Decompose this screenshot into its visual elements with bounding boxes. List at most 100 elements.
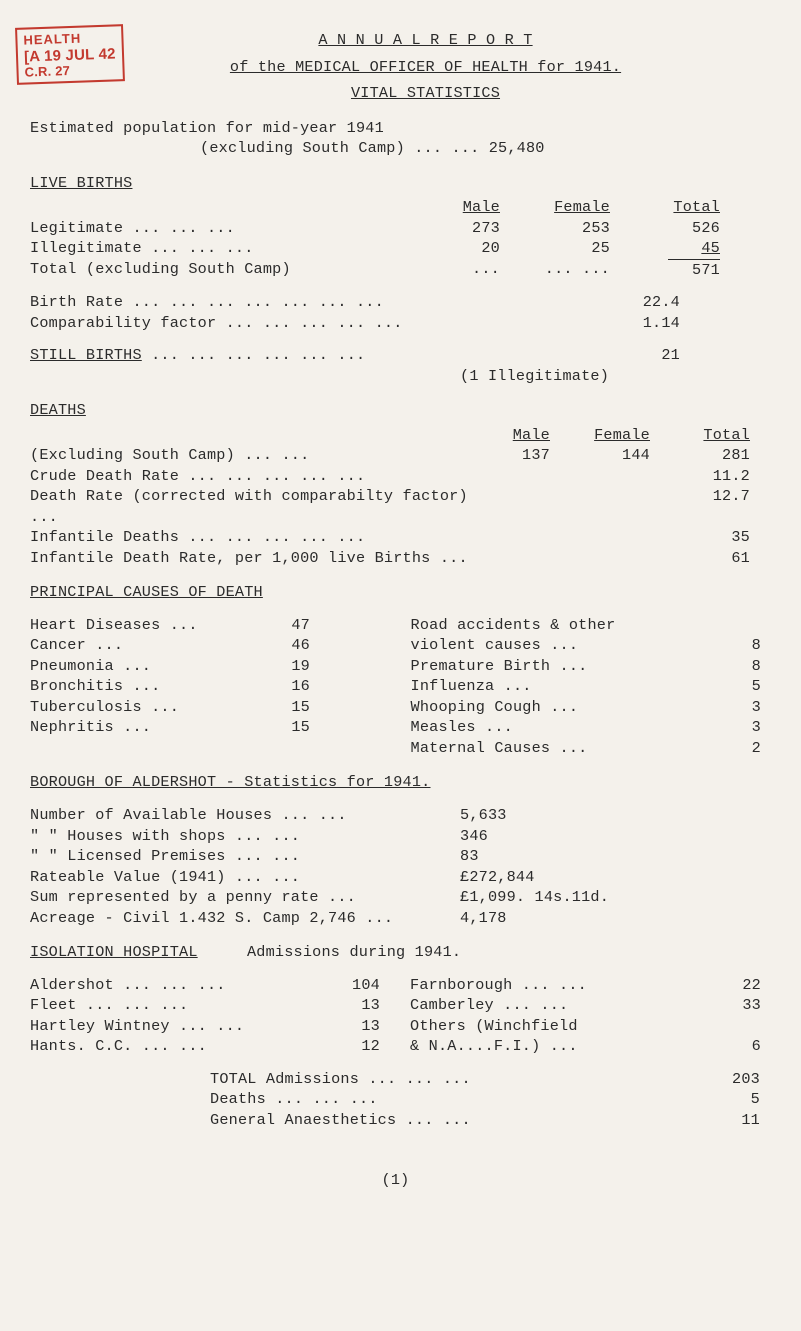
col-total: Total xyxy=(630,197,720,218)
row-value: 6 xyxy=(721,1036,761,1057)
row-value: 12 xyxy=(320,1036,410,1057)
isolation-subheading: Admissions during 1941. xyxy=(247,943,461,961)
table-row: Death Rate (corrected with comparabilty … xyxy=(30,486,761,527)
item-value: 3 xyxy=(721,697,761,718)
row-label: Hants. C.C. ... ... xyxy=(30,1036,320,1057)
row-label: STILL BIRTHS ... ... ... ... ... ... xyxy=(30,345,590,366)
principal-causes-heading: PRINCIPAL CAUSES OF DEATH xyxy=(30,583,263,601)
section-heading: VITAL STATISTICS xyxy=(351,83,500,104)
list-item: Pneumonia ...19 xyxy=(30,656,381,677)
row-value: 11 xyxy=(640,1110,760,1131)
right-col-heading: Road accidents & other xyxy=(411,615,762,636)
row-male: 20 xyxy=(410,238,520,259)
col-female: Female xyxy=(520,197,630,218)
row-value: 22.4 xyxy=(590,292,680,313)
row-value: 13 xyxy=(320,995,410,1016)
table-row: Hartley Wintney ... ... 13 Others (Winch… xyxy=(30,1016,761,1037)
table-row: Hants. C.C. ... ... 12 & N.A....F.I.) ..… xyxy=(30,1036,761,1057)
row-label: Farnborough ... ... xyxy=(410,975,721,996)
table-row: " " Licensed Premises ... ...83 xyxy=(30,846,761,867)
row-value: 21 xyxy=(590,345,680,366)
subtitle: of the MEDICAL OFFICER OF HEALTH for 194… xyxy=(230,57,621,78)
row-female: 144 xyxy=(570,445,670,466)
row-total: 61 xyxy=(670,548,750,569)
row-male: 273 xyxy=(410,218,520,239)
list-item: Tuberculosis ...15 xyxy=(30,697,381,718)
stamp-line2: [A 19 JUL 42 xyxy=(24,45,116,65)
row-label: Birth Rate ... ... ... ... ... ... ... xyxy=(30,292,590,313)
row-male xyxy=(470,548,570,569)
list-item: Premature Birth ...8 xyxy=(411,656,762,677)
item-value: 5 xyxy=(721,676,761,697)
row-value: 4,178 xyxy=(460,908,640,929)
col-total: Total xyxy=(670,425,750,446)
row-male xyxy=(470,486,570,527)
birth-rate-row: Birth Rate ... ... ... ... ... ... ... 2… xyxy=(30,292,761,313)
item-value: 19 xyxy=(260,656,310,677)
table-row: Number of Available Houses ... ...5,633 xyxy=(30,805,761,826)
table-row: Fleet ... ... ... 13 Camberley ... ...33 xyxy=(30,995,761,1016)
row-value: £272,844 xyxy=(460,867,640,888)
row-label: Legitimate ... ... ... xyxy=(30,218,410,239)
item-label: Measles ... xyxy=(411,717,722,738)
table-row: Infantile Deaths ... ... ... ... ... 35 xyxy=(30,527,761,548)
item-label: Premature Birth ... xyxy=(411,656,722,677)
list-item: Cancer ...46 xyxy=(30,635,381,656)
row-female: ... ... xyxy=(520,259,630,281)
row-label: Acreage - Civil 1.432 S. Camp 2,746 ... xyxy=(30,908,460,929)
col-male: Male xyxy=(410,197,520,218)
row-label: (Excluding South Camp) ... ... xyxy=(30,445,470,466)
row-value: 83 xyxy=(460,846,640,867)
table-row: Acreage - Civil 1.432 S. Camp 2,746 ...4… xyxy=(30,908,761,929)
table-row: " " Houses with shops ... ...346 xyxy=(30,826,761,847)
item-value: 16 xyxy=(260,676,310,697)
row-male xyxy=(470,466,570,487)
list-item: Whooping Cough ...3 xyxy=(411,697,762,718)
row-label: Number of Available Houses ... ... xyxy=(30,805,460,826)
item-label: Heart Diseases ... xyxy=(30,615,260,636)
borough-heading: BOROUGH OF ALDERSHOT - Statistics for 19… xyxy=(30,773,431,791)
live-births-heading: LIVE BIRTHS xyxy=(30,174,132,192)
row-total: 571 xyxy=(630,259,720,281)
comparability-row: Comparability factor ... ... ... ... ...… xyxy=(30,313,761,334)
isolation-heading: ISOLATION HOSPITAL xyxy=(30,943,198,961)
totals-row: TOTAL Admissions ... ... ...203 xyxy=(30,1069,761,1090)
item-value: 15 xyxy=(260,717,310,738)
row-value: 203 xyxy=(640,1069,760,1090)
row-value: 5,633 xyxy=(460,805,640,826)
list-item: Influenza ...5 xyxy=(411,676,762,697)
causes-left-col: Heart Diseases ...47 Cancer ...46 Pneumo… xyxy=(30,615,381,759)
row-total: 12.7 xyxy=(670,486,750,527)
still-births-row: STILL BIRTHS ... ... ... ... ... ... 21 xyxy=(30,345,761,366)
table-row-total: Total (excluding South Camp) ... ... ...… xyxy=(30,259,761,281)
row-label: Camberley ... ... xyxy=(410,995,721,1016)
item-label: Cancer ... xyxy=(30,635,260,656)
item-value: 3 xyxy=(721,717,761,738)
item-label: violent causes ... xyxy=(411,635,722,656)
borough-section: BOROUGH OF ALDERSHOT - Statistics for 19… xyxy=(30,772,761,928)
row-value: 33 xyxy=(721,995,761,1016)
item-label: Tuberculosis ... xyxy=(30,697,260,718)
row-value xyxy=(721,1016,761,1037)
col-male: Male xyxy=(470,425,570,446)
totals-row: General Anaesthetics ... ...11 xyxy=(30,1110,761,1131)
row-value: 22 xyxy=(721,975,761,996)
item-value: 8 xyxy=(721,635,761,656)
list-item: Nephritis ...15 xyxy=(30,717,381,738)
row-label: Fleet ... ... ... xyxy=(30,995,320,1016)
col-female: Female xyxy=(570,425,670,446)
row-value: 346 xyxy=(460,826,640,847)
receipt-stamp: HEALTH [A 19 JUL 42 C.R. 27 xyxy=(15,24,125,85)
table-row: Rateable Value (1941) ... ...£272,844 xyxy=(30,867,761,888)
row-label: TOTAL Admissions ... ... ... xyxy=(30,1069,640,1090)
item-label: Nephritis ... xyxy=(30,717,260,738)
row-value: £1,099. 14s.11d. xyxy=(460,887,640,908)
row-label: Crude Death Rate ... ... ... ... ... xyxy=(30,466,470,487)
still-births-note: (1 Illegitimate) xyxy=(30,366,761,387)
row-label: Others (Winchfield xyxy=(410,1016,721,1037)
row-female xyxy=(570,466,670,487)
item-label: Influenza ... xyxy=(411,676,722,697)
totals-row: Deaths ... ... ...5 xyxy=(30,1089,761,1110)
row-label: Deaths ... ... ... xyxy=(30,1089,640,1110)
spacer xyxy=(30,197,410,218)
